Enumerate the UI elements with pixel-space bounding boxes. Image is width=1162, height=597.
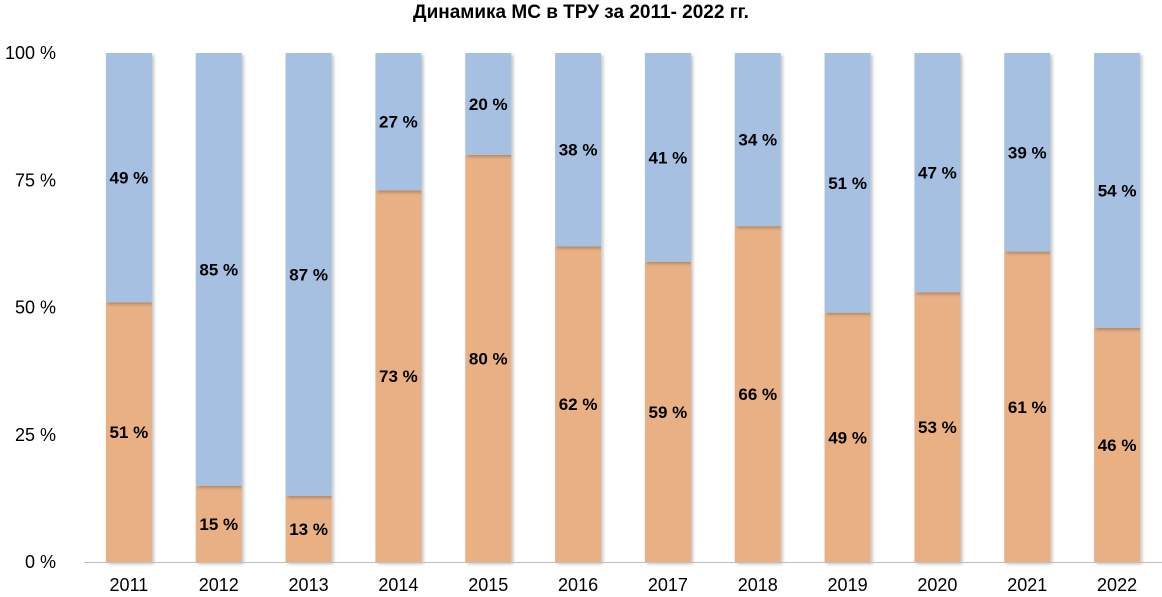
bar-segment-series-2 xyxy=(1004,53,1051,252)
data-label: 13 % xyxy=(289,520,328,539)
bar-segment-series-2 xyxy=(914,53,961,293)
data-label: 51 % xyxy=(110,423,149,442)
x-tick-label: 2018 xyxy=(738,575,778,595)
data-label: 62 % xyxy=(559,395,598,414)
bar-segment-series-1 xyxy=(1004,251,1051,562)
bar-segment-series-1 xyxy=(824,312,871,562)
data-label: 80 % xyxy=(469,349,508,368)
y-tick-label: 50 % xyxy=(15,298,56,318)
data-labels: 51 % 49 % 15 % 85 % 13 % 87 % 73 % 27 % 80 % 20 %… xyxy=(110,95,1137,539)
bar-segment-series-2 xyxy=(644,53,691,262)
bar-segment-series-1 xyxy=(285,495,332,562)
bar-segment-series-1 xyxy=(644,261,691,562)
bar-segment-series-2 xyxy=(465,53,512,155)
data-label: 49 % xyxy=(828,428,867,447)
data-label: 85 % xyxy=(199,260,238,279)
y-tick-label: 75 % xyxy=(15,170,56,190)
y-tick-label: 0 % xyxy=(25,552,56,572)
bar-segment-series-2 xyxy=(105,53,152,303)
bar-segment-series-1 xyxy=(105,302,152,562)
x-tick-label: 2020 xyxy=(917,575,957,595)
data-label: 41 % xyxy=(649,148,688,167)
data-label: 51 % xyxy=(828,174,867,193)
y-tick-label: 100 % xyxy=(5,43,56,63)
x-tick-label: 2011 xyxy=(110,575,149,595)
x-tick-label: 2016 xyxy=(558,575,598,595)
data-label: 15 % xyxy=(199,515,238,534)
x-tick-label: 2022 xyxy=(1097,575,1137,595)
x-tick-label: 2013 xyxy=(289,575,329,595)
bar-segment-series-2 xyxy=(195,53,242,486)
x-tick-label: 2017 xyxy=(648,575,688,595)
bar-segment-series-2 xyxy=(555,53,602,247)
bar-segment-series-1 xyxy=(375,190,422,562)
x-tick-label: 2019 xyxy=(828,575,868,595)
bar-segment-series-1 xyxy=(914,292,961,562)
x-tick-label: 2012 xyxy=(199,575,239,595)
x-axis-ticks: 2011 2012 2013 2014 2015 2016 2017 2018 2019 2020… xyxy=(110,575,1138,595)
data-label: 27 % xyxy=(379,113,418,132)
bar-segment-series-1 xyxy=(1094,327,1141,562)
data-label: 38 % xyxy=(559,141,598,160)
bar-segment-series-2 xyxy=(824,53,871,313)
data-label: 66 % xyxy=(738,385,777,404)
bar-segment-series-1 xyxy=(555,246,602,563)
data-label: 47 % xyxy=(918,164,957,183)
data-label: 61 % xyxy=(1008,398,1047,417)
bar-segment-series-1 xyxy=(195,485,242,562)
bar-segment-series-2 xyxy=(285,53,332,496)
data-label: 59 % xyxy=(649,403,688,422)
data-label: 54 % xyxy=(1098,181,1137,200)
data-label: 39 % xyxy=(1008,143,1047,162)
data-label: 73 % xyxy=(379,367,418,386)
x-tick-label: 2015 xyxy=(468,575,508,595)
x-tick-label: 2021 xyxy=(1007,575,1047,595)
bars xyxy=(105,53,1141,563)
y-tick-label: 25 % xyxy=(15,425,56,445)
bar-segment-series-1 xyxy=(734,226,781,562)
data-label: 49 % xyxy=(110,169,149,188)
bar-segment-series-1 xyxy=(465,154,512,563)
bar-segment-series-2 xyxy=(375,53,422,191)
bar-segment-series-2 xyxy=(1094,53,1141,328)
data-label: 34 % xyxy=(738,131,777,150)
data-label: 46 % xyxy=(1098,436,1137,455)
data-label: 87 % xyxy=(289,265,328,284)
y-axis-ticks: 0 % 25 % 50 % 75 % 100 % xyxy=(5,43,56,572)
data-label: 20 % xyxy=(469,95,508,114)
bar-segment-series-2 xyxy=(734,53,781,227)
chart-title: Динамика МС в ТРУ за 2011- 2022 гг. xyxy=(413,2,749,23)
data-label: 53 % xyxy=(918,418,957,437)
x-tick-label: 2014 xyxy=(378,575,418,595)
